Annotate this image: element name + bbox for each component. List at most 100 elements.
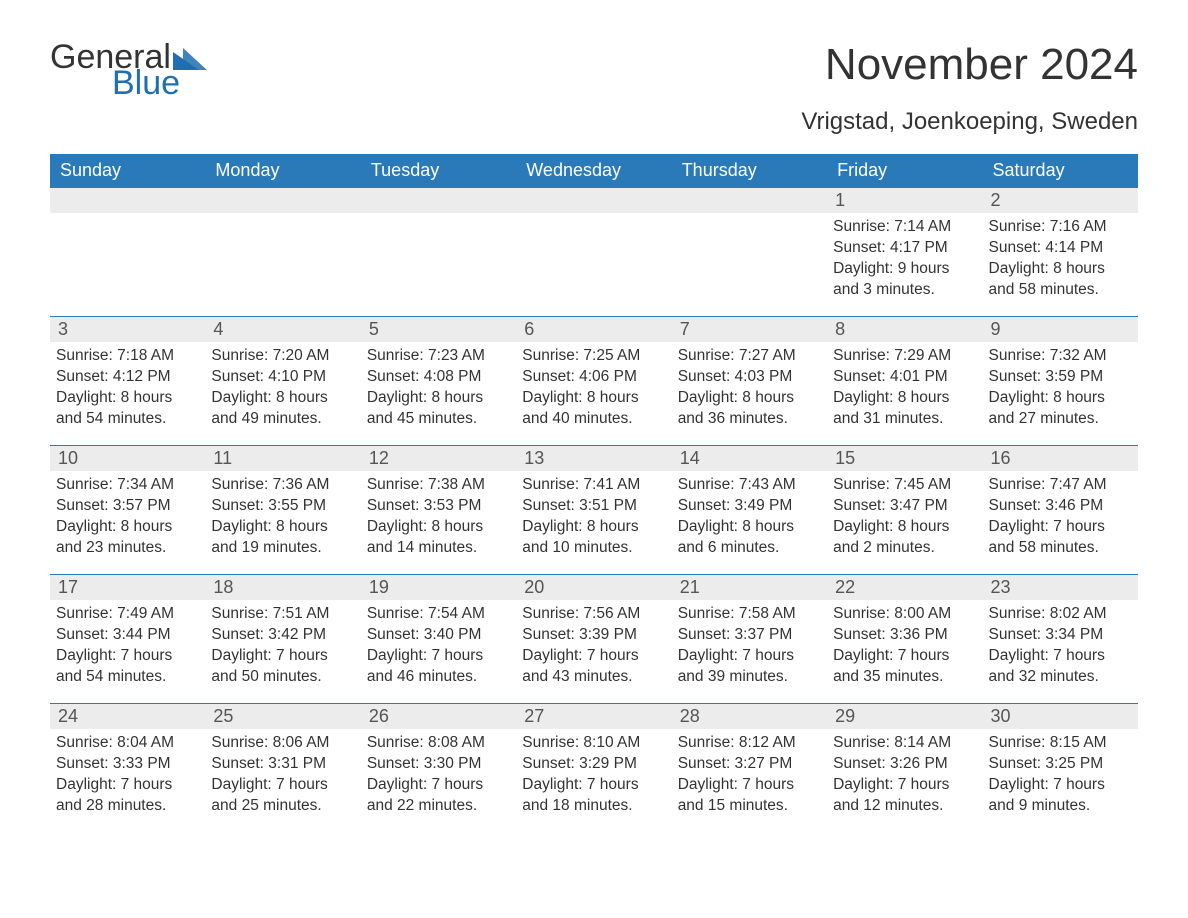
day-number: 26 bbox=[361, 704, 516, 729]
dow-cell: Saturday bbox=[983, 154, 1138, 187]
day-sunrise: Sunrise: 7:27 AM bbox=[678, 346, 821, 367]
day-number: 19 bbox=[361, 575, 516, 600]
day-day1: Daylight: 7 hours bbox=[989, 517, 1132, 538]
day-sunrise: Sunrise: 7:29 AM bbox=[833, 346, 976, 367]
week-row: 17Sunrise: 7:49 AMSunset: 3:44 PMDayligh… bbox=[50, 574, 1138, 703]
day-number: 6 bbox=[516, 317, 671, 342]
day-number bbox=[672, 188, 827, 213]
day-day1: Daylight: 7 hours bbox=[678, 646, 821, 667]
day-sunrise: Sunrise: 8:10 AM bbox=[522, 733, 665, 754]
day-number: 8 bbox=[827, 317, 982, 342]
day-number: 25 bbox=[205, 704, 360, 729]
day-sunset: Sunset: 3:40 PM bbox=[367, 625, 510, 646]
day-sunrise: Sunrise: 7:47 AM bbox=[989, 475, 1132, 496]
day-sunset: Sunset: 3:30 PM bbox=[367, 754, 510, 775]
day-day2: and 31 minutes. bbox=[833, 409, 976, 430]
day-body: Sunrise: 7:36 AMSunset: 3:55 PMDaylight:… bbox=[205, 471, 360, 563]
day-body bbox=[361, 213, 516, 221]
day-day1: Daylight: 8 hours bbox=[989, 388, 1132, 409]
day-cell: 4 Sunrise: 7:20 AMSunset: 4:10 PMDaylight… bbox=[205, 317, 360, 445]
day-day1: Daylight: 7 hours bbox=[833, 646, 976, 667]
day-day1: Daylight: 7 hours bbox=[211, 646, 354, 667]
day-body: Sunrise: 7:34 AMSunset: 3:57 PMDaylight:… bbox=[50, 471, 205, 563]
day-day2: and 36 minutes. bbox=[678, 409, 821, 430]
dow-cell: Monday bbox=[205, 154, 360, 187]
day-sunrise: Sunrise: 8:06 AM bbox=[211, 733, 354, 754]
day-number: 5 bbox=[361, 317, 516, 342]
day-cell: 29Sunrise: 8:14 AMSunset: 3:26 PMDayligh… bbox=[827, 704, 982, 832]
days-of-week-row: SundayMondayTuesdayWednesdayThursdayFrid… bbox=[50, 154, 1138, 187]
day-body: Sunrise: 8:08 AMSunset: 3:30 PMDaylight:… bbox=[361, 729, 516, 821]
day-sunset: Sunset: 4:06 PM bbox=[522, 367, 665, 388]
day-cell bbox=[672, 188, 827, 316]
day-sunrise: Sunrise: 8:15 AM bbox=[989, 733, 1132, 754]
day-day1: Daylight: 7 hours bbox=[833, 775, 976, 796]
day-sunset: Sunset: 4:10 PM bbox=[211, 367, 354, 388]
day-day2: and 27 minutes. bbox=[989, 409, 1132, 430]
day-body bbox=[50, 213, 205, 221]
day-cell: 5Sunrise: 7:23 AMSunset: 4:08 PMDaylight… bbox=[361, 317, 516, 445]
day-cell: 8Sunrise: 7:29 AMSunset: 4:01 PMDaylight… bbox=[827, 317, 982, 445]
dow-cell: Wednesday bbox=[516, 154, 671, 187]
day-cell: 19Sunrise: 7:54 AMSunset: 3:40 PMDayligh… bbox=[361, 575, 516, 703]
day-body bbox=[205, 213, 360, 221]
day-cell: 16Sunrise: 7:47 AMSunset: 3:46 PMDayligh… bbox=[983, 446, 1138, 574]
day-number: 14 bbox=[672, 446, 827, 471]
day-day2: and 14 minutes. bbox=[367, 538, 510, 559]
day-day1: Daylight: 8 hours bbox=[211, 517, 354, 538]
day-day1: Daylight: 7 hours bbox=[678, 775, 821, 796]
day-cell: 11Sunrise: 7:36 AMSunset: 3:55 PMDayligh… bbox=[205, 446, 360, 574]
day-day2: and 23 minutes. bbox=[56, 538, 199, 559]
day-number: 4 bbox=[205, 317, 360, 342]
day-day1: Daylight: 8 hours bbox=[522, 388, 665, 409]
day-day1: Daylight: 8 hours bbox=[367, 517, 510, 538]
day-day1: Daylight: 8 hours bbox=[211, 388, 354, 409]
day-sunset: Sunset: 3:59 PM bbox=[989, 367, 1132, 388]
day-day1: Daylight: 8 hours bbox=[367, 388, 510, 409]
day-day2: and 58 minutes. bbox=[989, 538, 1132, 559]
day-cell: 7Sunrise: 7:27 AMSunset: 4:03 PMDaylight… bbox=[672, 317, 827, 445]
day-number: 17 bbox=[50, 575, 205, 600]
day-day2: and 35 minutes. bbox=[833, 667, 976, 688]
day-sunrise: Sunrise: 7:49 AM bbox=[56, 604, 199, 625]
day-sunrise: Sunrise: 8:14 AM bbox=[833, 733, 976, 754]
day-number: 29 bbox=[827, 704, 982, 729]
day-sunrise: Sunrise: 7:51 AM bbox=[211, 604, 354, 625]
day-sunrise: Sunrise: 7:56 AM bbox=[522, 604, 665, 625]
day-cell: 13Sunrise: 7:41 AMSunset: 3:51 PMDayligh… bbox=[516, 446, 671, 574]
day-number: 15 bbox=[827, 446, 982, 471]
day-sunset: Sunset: 3:42 PM bbox=[211, 625, 354, 646]
day-cell bbox=[205, 188, 360, 316]
day-day1: Daylight: 7 hours bbox=[56, 646, 199, 667]
day-day2: and 19 minutes. bbox=[211, 538, 354, 559]
day-sunset: Sunset: 3:57 PM bbox=[56, 496, 199, 517]
day-sunrise: Sunrise: 7:38 AM bbox=[367, 475, 510, 496]
day-body: Sunrise: 7:23 AMSunset: 4:08 PMDaylight:… bbox=[361, 342, 516, 434]
day-sunset: Sunset: 4:08 PM bbox=[367, 367, 510, 388]
day-day1: Daylight: 8 hours bbox=[678, 388, 821, 409]
day-number: 23 bbox=[983, 575, 1138, 600]
week-row: 24Sunrise: 8:04 AMSunset: 3:33 PMDayligh… bbox=[50, 703, 1138, 832]
logo: General Blue bbox=[50, 40, 207, 100]
day-sunrise: Sunrise: 8:08 AM bbox=[367, 733, 510, 754]
day-day1: Daylight: 7 hours bbox=[367, 775, 510, 796]
day-day1: Daylight: 8 hours bbox=[56, 388, 199, 409]
day-day2: and 10 minutes. bbox=[522, 538, 665, 559]
day-cell: 6Sunrise: 7:25 AMSunset: 4:06 PMDaylight… bbox=[516, 317, 671, 445]
day-number: 18 bbox=[205, 575, 360, 600]
day-number: 28 bbox=[672, 704, 827, 729]
day-day2: and 28 minutes. bbox=[56, 796, 199, 817]
day-number: 20 bbox=[516, 575, 671, 600]
day-body: Sunrise: 7:32 AMSunset: 3:59 PMDaylight:… bbox=[983, 342, 1138, 434]
day-day2: and 32 minutes. bbox=[989, 667, 1132, 688]
day-body: Sunrise: 7:58 AMSunset: 3:37 PMDaylight:… bbox=[672, 600, 827, 692]
day-sunrise: Sunrise: 7:58 AM bbox=[678, 604, 821, 625]
week-row: 3Sunrise: 7:18 AMSunset: 4:12 PMDaylight… bbox=[50, 316, 1138, 445]
day-cell: 25Sunrise: 8:06 AMSunset: 3:31 PMDayligh… bbox=[205, 704, 360, 832]
day-day1: Daylight: 8 hours bbox=[833, 388, 976, 409]
day-sunrise: Sunrise: 7:20 AM bbox=[211, 346, 354, 367]
week-row: 1Sunrise: 7:14 AMSunset: 4:17 PMDaylight… bbox=[50, 187, 1138, 316]
day-sunset: Sunset: 3:46 PM bbox=[989, 496, 1132, 517]
dow-cell: Tuesday bbox=[361, 154, 516, 187]
day-number: 12 bbox=[361, 446, 516, 471]
